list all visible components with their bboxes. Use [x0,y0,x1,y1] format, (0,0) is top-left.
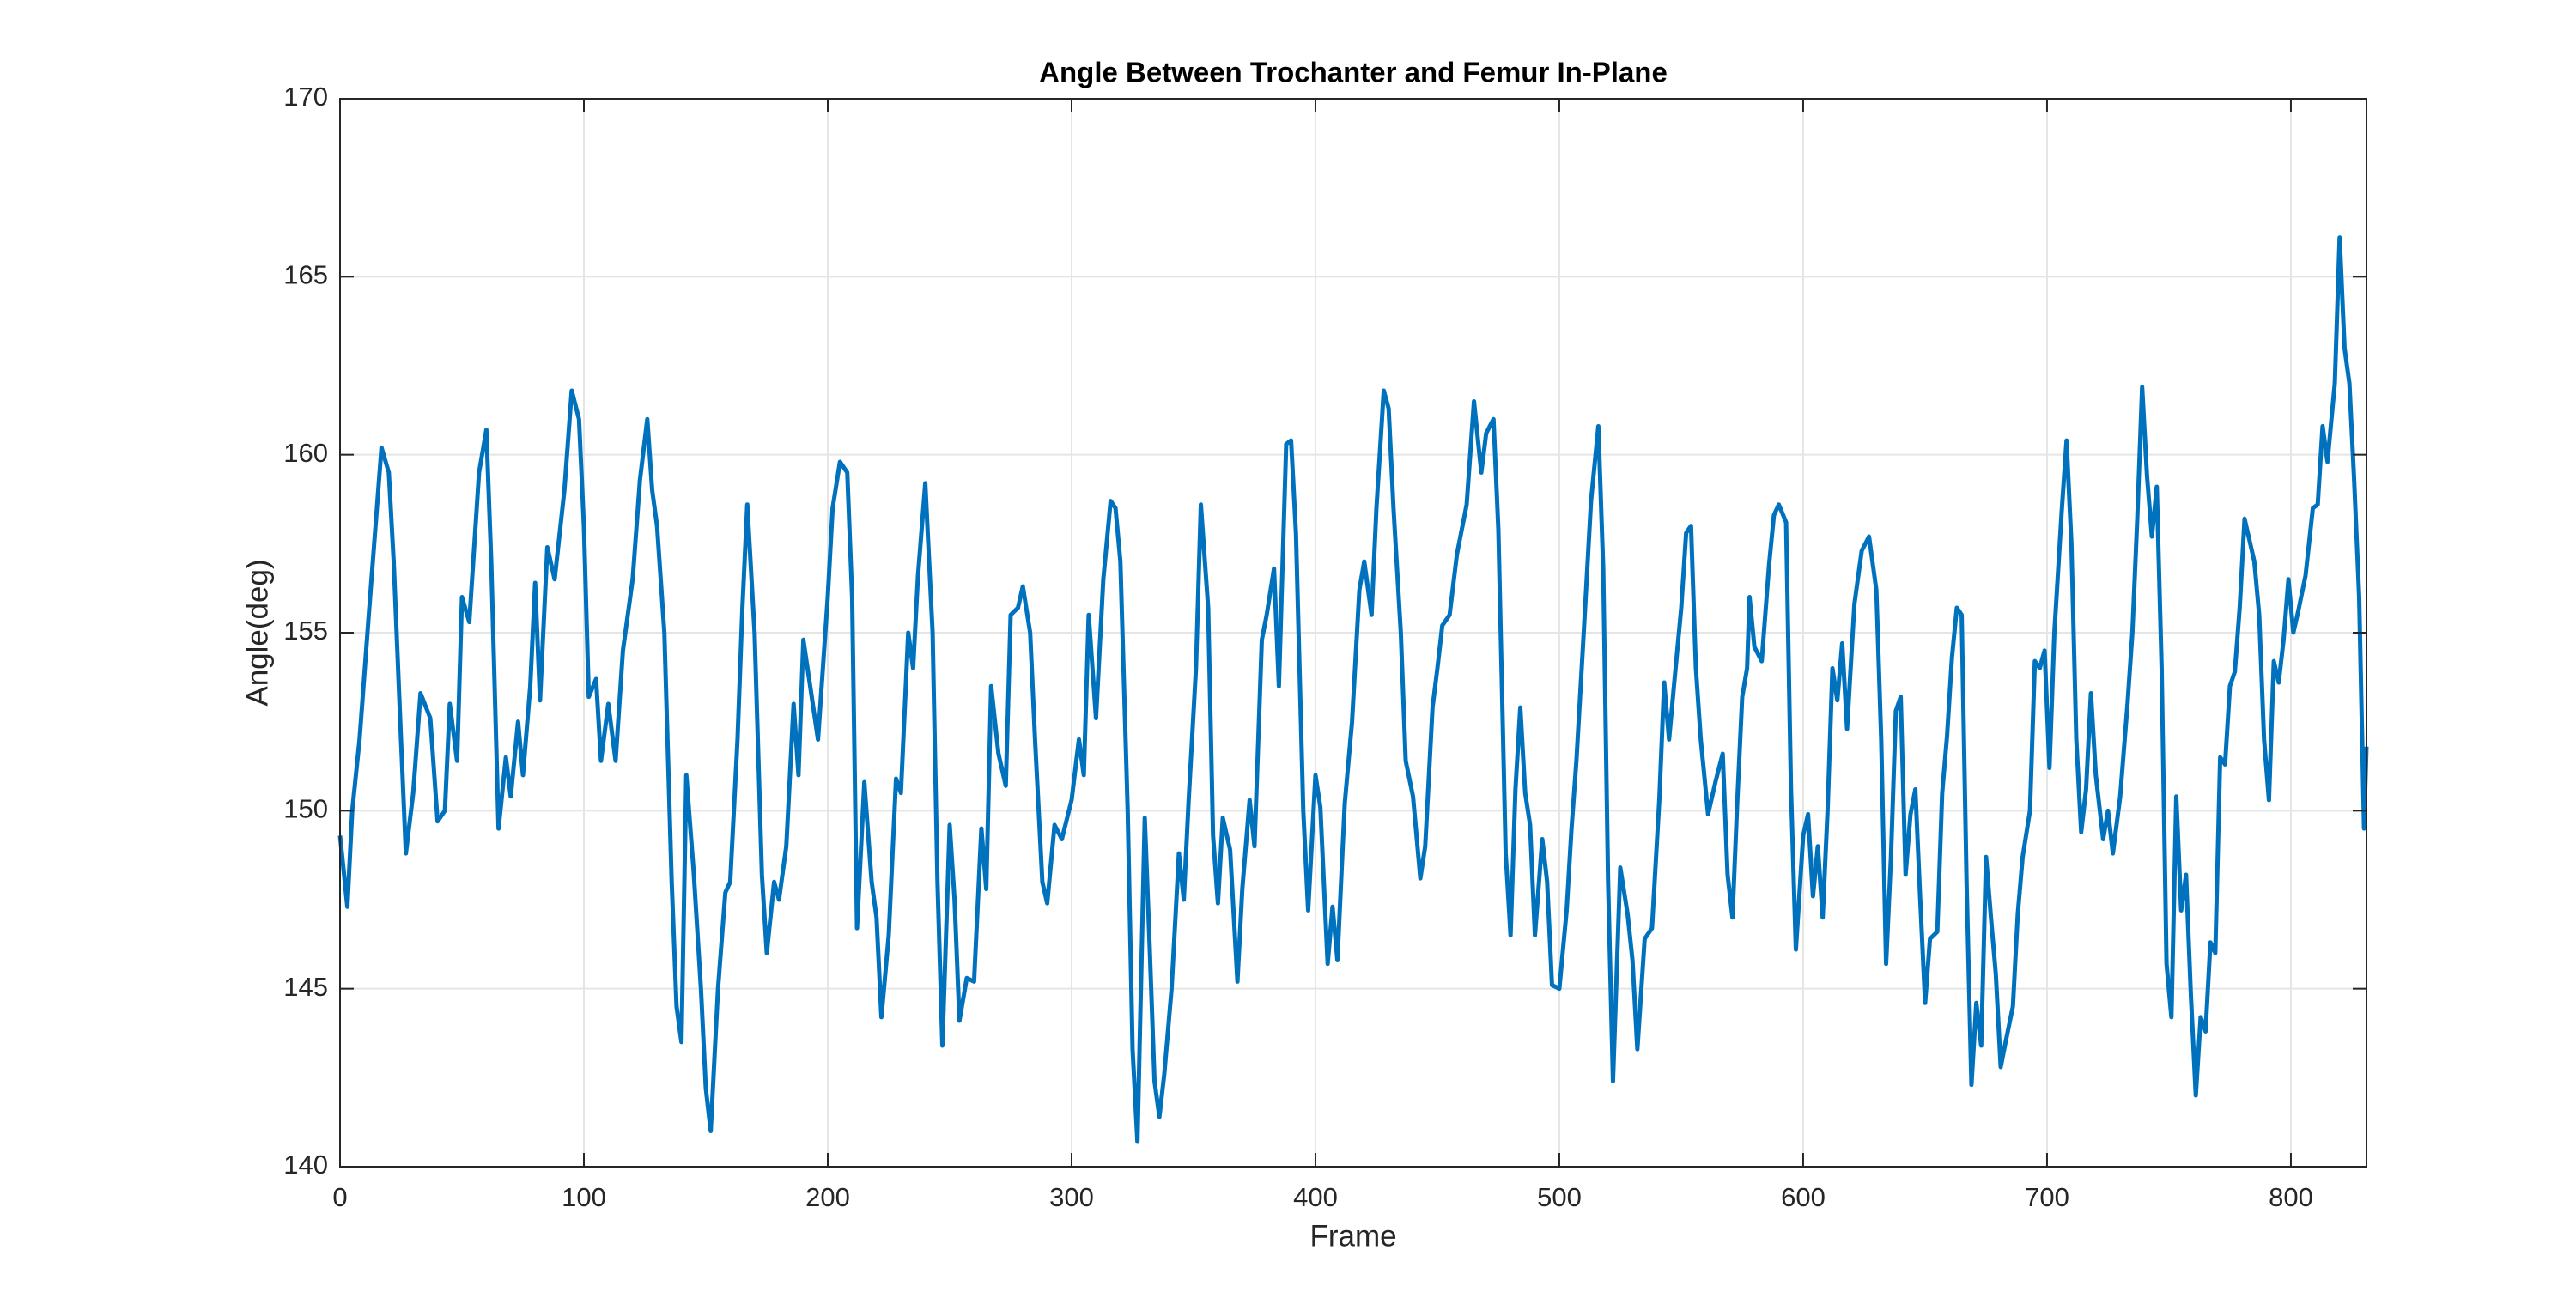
y-tick-label: 145 [283,972,328,1002]
y-tick-label: 160 [283,438,328,468]
x-tick-label: 800 [2269,1182,2313,1212]
x-tick-label: 500 [1537,1182,1582,1212]
x-tick-label: 300 [1049,1182,1094,1212]
x-tick-label: 100 [562,1182,606,1212]
x-tick-label: 400 [1293,1182,1338,1212]
chart-title: Angle Between Trochanter and Femur In-Pl… [1039,57,1668,88]
x-tick-label: 200 [805,1182,850,1212]
y-axis-label: Angle(deg) [240,559,274,706]
y-tick-label: 150 [283,794,328,824]
data-line [337,235,2369,1144]
x-axis-label: Frame [1309,1219,1396,1253]
ticks: 0 100 200 300 400 500 600 700 800 140 145 150 155 160… [283,82,2366,1212]
y-tick-label: 140 [283,1149,328,1180]
x-tick-label: 600 [1781,1182,1826,1212]
plot-lines [337,235,2369,1144]
y-tick-label: 165 [283,260,328,290]
y-tick-label: 155 [283,616,328,646]
x-tick-label: 700 [2025,1182,2069,1212]
x-tick-label: 0 [332,1182,347,1212]
y-tick-label: 170 [283,82,328,112]
